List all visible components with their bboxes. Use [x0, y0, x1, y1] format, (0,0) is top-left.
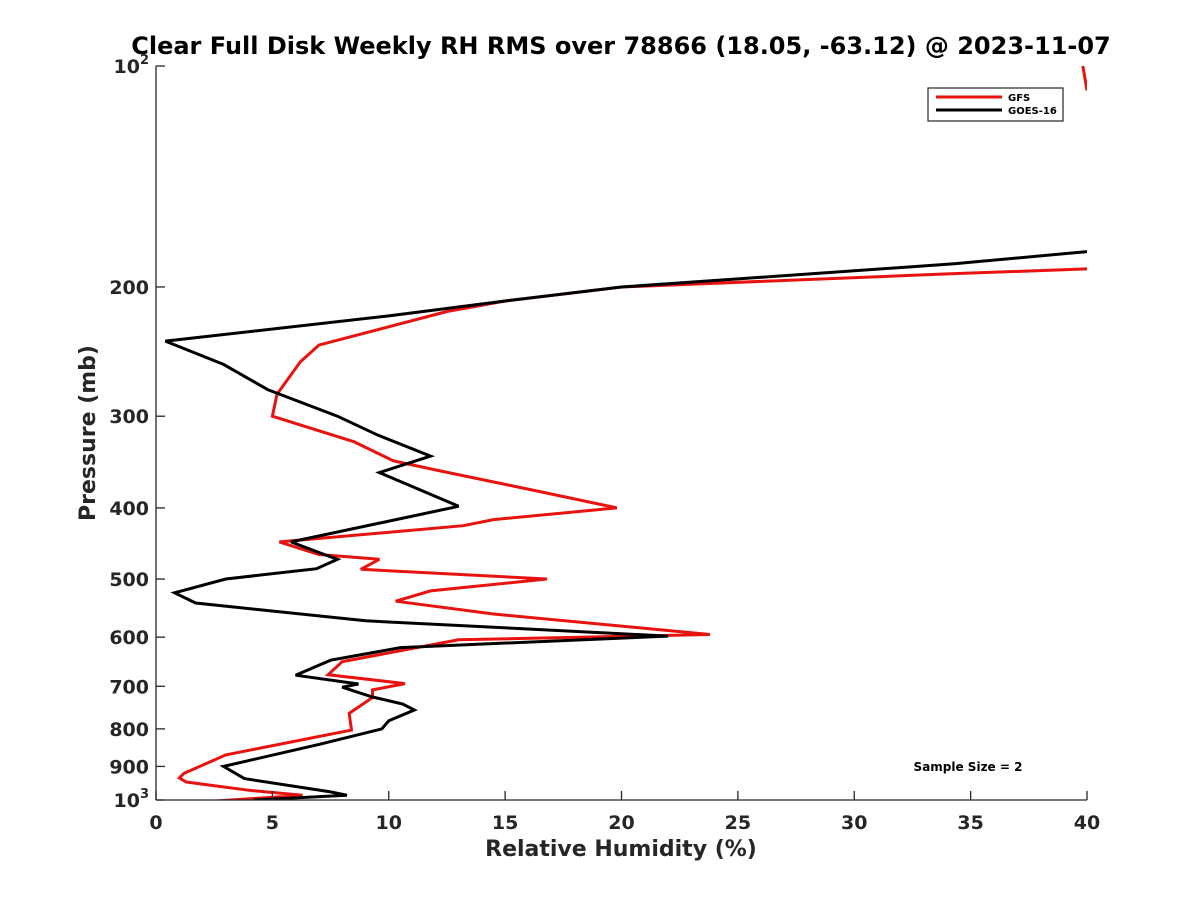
y-tick-label: 600: [109, 627, 149, 649]
y-tick-label: 700: [109, 676, 149, 698]
x-tick-label: 25: [725, 812, 751, 834]
y-tick-label: 500: [109, 569, 149, 591]
series-line-goes16: [164, 250, 1087, 800]
chart-title: Clear Full Disk Weekly RH RMS over 78866…: [131, 32, 1111, 60]
y-tick-label: 400: [109, 498, 149, 520]
x-tick-label: 40: [1074, 812, 1100, 834]
x-tick-label: 20: [608, 812, 634, 834]
x-axis-label: Relative Humidity (%): [485, 837, 757, 862]
series-line-gfs: [1081, 66, 1087, 91]
y-axis-label: Pressure (mb): [76, 345, 101, 521]
legend-box: [927, 87, 1064, 122]
y-tick-label: 102: [114, 53, 150, 78]
legend-label-goes16: GOES-16: [1008, 106, 1057, 117]
x-tick-label: 30: [841, 812, 867, 834]
x-tick-label: 0: [149, 812, 162, 834]
y-tick-label: 300: [109, 406, 149, 428]
series-layer: [164, 66, 1087, 800]
axes-layer: 0 5 10 15 20 25 30 35 40 102 200 300 400 500 600 700 800…: [109, 53, 1100, 834]
x-tick-label: 5: [266, 812, 279, 834]
y-tick-label: 800: [109, 719, 149, 741]
legend: GFS GOES-16: [927, 87, 1064, 122]
sample-size-annotation: Sample Size = 2: [914, 760, 1023, 774]
x-tick-label: 10: [376, 812, 402, 834]
y-tick-label: 900: [109, 756, 149, 778]
x-tick-label: 15: [492, 812, 518, 834]
y-tick-label: 200: [109, 277, 149, 299]
legend-label-gfs: GFS: [1008, 93, 1030, 104]
x-tick-label: 35: [957, 812, 983, 834]
y-tick-label: 103: [114, 787, 150, 812]
series-line-gfs: [176, 267, 1087, 800]
